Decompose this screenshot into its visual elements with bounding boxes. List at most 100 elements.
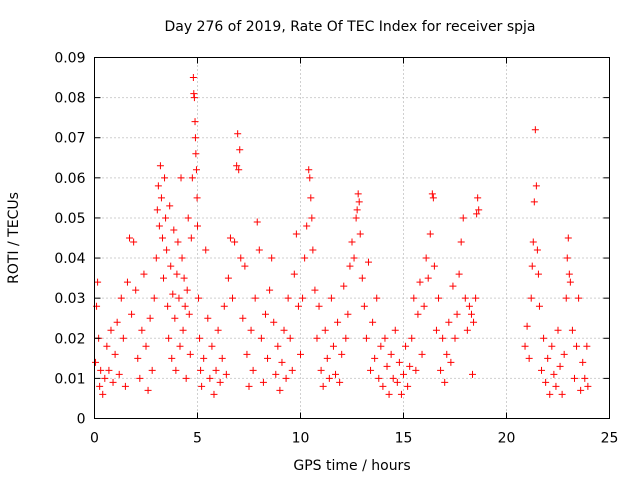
x-tick-label: 25 [601, 431, 619, 447]
x-tick-label: 5 [193, 431, 202, 447]
data-point [418, 350, 426, 358]
y-tick-labels: 0 0.01 0.02 0.03 0.04 0.05 0.06 0.07 0.08 0.09 [54, 51, 85, 428]
data-point [387, 350, 395, 358]
data-point [184, 214, 192, 222]
data-point [583, 342, 591, 350]
data-point [111, 350, 119, 358]
data-point [229, 294, 237, 302]
data-point [297, 350, 304, 358]
data-point [245, 382, 253, 390]
data-point [214, 326, 222, 334]
data-point [472, 294, 480, 302]
data-point [373, 294, 381, 302]
data-point [430, 262, 438, 270]
data-point [241, 262, 249, 270]
data-point [364, 258, 372, 266]
data-point [533, 246, 541, 254]
data-point [406, 362, 414, 370]
x-tick-label: 20 [498, 431, 516, 447]
data-point [360, 302, 368, 310]
data-point [385, 390, 393, 398]
y-tick-label: 0.01 [54, 371, 85, 387]
data-point [546, 390, 554, 398]
data-point [422, 254, 430, 262]
data-point [325, 374, 333, 382]
data-point [160, 274, 168, 282]
data-point [96, 382, 104, 390]
data-point [190, 94, 198, 102]
data-point [239, 314, 247, 322]
data-point [144, 386, 152, 394]
data-point [180, 274, 188, 282]
data-point [155, 222, 163, 230]
data-point [128, 310, 136, 318]
data-point [164, 302, 172, 310]
data-point [132, 286, 140, 294]
data-point [172, 366, 180, 374]
data-point [552, 382, 560, 390]
data-point [157, 194, 165, 202]
data-point [451, 334, 459, 342]
data-point [268, 254, 276, 262]
data-point [393, 378, 401, 386]
data-point [288, 366, 296, 374]
data-point [437, 366, 445, 374]
data-point [538, 366, 546, 374]
data-point [253, 218, 261, 226]
data-point [573, 342, 581, 350]
data-point [261, 310, 269, 318]
data-point [134, 354, 142, 362]
data-point [554, 326, 562, 334]
x-tick-label: 0 [90, 431, 99, 447]
data-point [179, 326, 187, 334]
data-point [119, 334, 127, 342]
data-point [175, 294, 183, 302]
data-point [395, 358, 403, 366]
data-point [178, 254, 186, 262]
data-point [183, 286, 191, 294]
data-point [166, 202, 174, 210]
data-point [171, 314, 179, 322]
data-point [274, 342, 282, 350]
data-point [251, 294, 259, 302]
data-point [259, 378, 267, 386]
data-point [548, 342, 556, 350]
data-point [439, 334, 447, 342]
data-point [264, 354, 272, 362]
data-point [212, 366, 220, 374]
data-point [301, 254, 309, 262]
data-point [527, 294, 535, 302]
data-point [453, 310, 461, 318]
data-point [222, 370, 230, 378]
data-point [449, 282, 457, 290]
data-point [568, 326, 576, 334]
data-point [305, 166, 313, 174]
data-point [321, 326, 329, 334]
data-point [563, 254, 571, 262]
data-point [402, 342, 410, 350]
data-point [152, 254, 160, 262]
data-point [208, 342, 216, 350]
data-point [362, 334, 370, 342]
data-point [190, 90, 198, 98]
data-point [344, 310, 352, 318]
data-point [455, 270, 463, 278]
data-point [528, 262, 536, 270]
y-tick-label: 0.02 [54, 331, 85, 347]
data-point [575, 294, 583, 302]
data-point [581, 374, 589, 382]
data-point [126, 234, 134, 242]
data-point [220, 302, 228, 310]
data-point [189, 74, 197, 82]
data-point [340, 282, 348, 290]
data-point [457, 238, 465, 246]
data-point [182, 374, 190, 382]
data-point [355, 198, 363, 206]
data-point [130, 238, 138, 246]
grid [94, 57, 610, 419]
data-point [113, 318, 121, 326]
data-point [391, 326, 399, 334]
data-point [377, 342, 385, 350]
data-point [459, 214, 467, 222]
data-point [461, 294, 469, 302]
